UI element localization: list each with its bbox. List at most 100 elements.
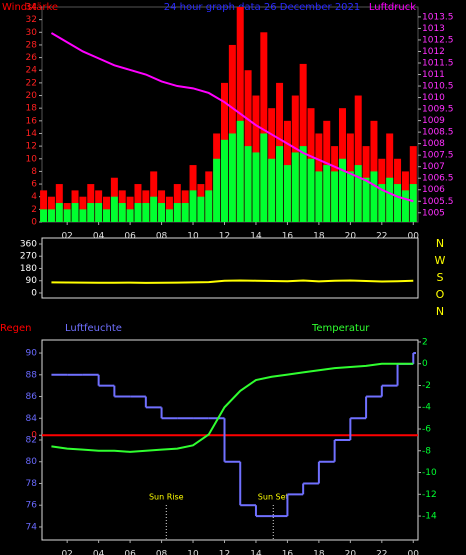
y2-tick-label: -10 bbox=[422, 468, 437, 478]
x-tick-label: 12 bbox=[219, 232, 230, 242]
y-tick-label: 16 bbox=[26, 116, 38, 126]
y2-tick-label: 0 bbox=[422, 359, 428, 369]
series-name: Windstärke bbox=[2, 2, 58, 13]
compass-label: N bbox=[436, 237, 444, 250]
series-line bbox=[51, 362, 414, 453]
y2-tick-label: 1009.5 bbox=[422, 105, 454, 115]
chart-title: 24 hour graph data 26 December 2021 bbox=[164, 2, 361, 13]
y2-tick-label: -14 bbox=[422, 512, 437, 522]
wind-bar bbox=[283, 165, 291, 222]
wind-bar bbox=[55, 203, 63, 222]
y-tick-label: 20 bbox=[26, 91, 38, 101]
y-tick-label: 78 bbox=[26, 479, 38, 489]
wind-bar bbox=[394, 184, 402, 222]
wind-bar bbox=[150, 196, 158, 222]
x-tick-label: 22 bbox=[376, 550, 387, 555]
y-tick-label: 12 bbox=[26, 142, 37, 152]
series-name: Regen bbox=[0, 323, 32, 334]
series-line bbox=[50, 32, 414, 203]
y2-tick-label: -2 bbox=[422, 381, 431, 391]
x-tick-label: 16 bbox=[282, 232, 294, 242]
series-name: Luftfeuchte bbox=[65, 323, 122, 334]
y-tick-label: 32 bbox=[26, 15, 37, 25]
wind-bar bbox=[103, 209, 111, 222]
y2-tick-label: 1005 bbox=[422, 208, 445, 218]
x-tick-label: 14 bbox=[250, 232, 262, 242]
y-tick-label: 26 bbox=[26, 53, 38, 63]
wind-bar bbox=[71, 203, 79, 222]
series-name: Luftdruck bbox=[369, 2, 416, 13]
compass-label: N bbox=[436, 305, 444, 318]
y-tick-label: 86 bbox=[26, 392, 38, 402]
wind-bar bbox=[213, 158, 221, 222]
x-tick-label: 08 bbox=[156, 232, 168, 242]
y-tick-label: 82 bbox=[26, 436, 37, 446]
x-tick-label: 04 bbox=[93, 232, 105, 242]
compass-label: O bbox=[436, 288, 445, 301]
y2-tick-label: -4 bbox=[422, 403, 431, 413]
y2-tick-label: 1008.5 bbox=[422, 128, 454, 138]
x-tick-label: 12 bbox=[219, 550, 230, 555]
annotation: Sun Rise bbox=[149, 493, 184, 502]
y2-tick-label: 1010.5 bbox=[422, 82, 454, 92]
wind-bar bbox=[228, 133, 236, 222]
x-tick-label: 22 bbox=[376, 232, 387, 242]
wind-bar bbox=[95, 203, 103, 222]
wind-bar bbox=[260, 133, 268, 222]
compass-label: S bbox=[437, 271, 444, 284]
y-tick-label: 76 bbox=[26, 501, 38, 511]
wind-bar bbox=[150, 171, 158, 222]
y2-tick-label: 1006.5 bbox=[422, 174, 454, 184]
wind-bar bbox=[252, 152, 260, 222]
wind-bar bbox=[276, 146, 284, 222]
x-tick-label: 06 bbox=[124, 550, 136, 555]
y-tick-label: 6 bbox=[31, 180, 37, 190]
y-tick-label: 4 bbox=[31, 192, 37, 202]
x-tick-label: 18 bbox=[313, 232, 325, 242]
y2-tick-label: -6 bbox=[422, 425, 431, 435]
wind-bar bbox=[354, 165, 362, 222]
wind-bar bbox=[338, 158, 346, 222]
wind-bar bbox=[181, 203, 189, 222]
y-tick-label: 2 bbox=[31, 205, 37, 215]
wind-bar bbox=[386, 177, 394, 222]
wind-bar bbox=[268, 158, 276, 222]
wind-bar bbox=[40, 190, 48, 222]
y-tick-label: 28 bbox=[26, 40, 38, 50]
x-tick-label: 14 bbox=[250, 550, 262, 555]
y-tick-label: 14 bbox=[26, 129, 38, 139]
wind-bar bbox=[142, 203, 150, 222]
y-tick-label: 0 bbox=[31, 288, 37, 298]
annotation: Sun Set bbox=[258, 493, 289, 502]
x-tick-label: 02 bbox=[61, 550, 72, 555]
wind-bar bbox=[370, 171, 378, 222]
y2-tick-label: 1007 bbox=[422, 162, 445, 172]
y2-tick-label: -12 bbox=[422, 490, 437, 500]
y-tick-label: 34 bbox=[26, 3, 38, 13]
wind-bar bbox=[197, 196, 205, 222]
wind-bar bbox=[165, 209, 173, 222]
y2-tick-label: 1011 bbox=[422, 70, 445, 80]
wind-bar bbox=[158, 203, 166, 222]
series-line bbox=[51, 279, 414, 284]
wind-bar bbox=[260, 32, 268, 223]
x-tick-label: 16 bbox=[282, 550, 294, 555]
wind-bar bbox=[307, 158, 315, 222]
wind-bar bbox=[346, 171, 354, 222]
y-tick-label: 30 bbox=[26, 28, 38, 38]
wind-bar bbox=[110, 196, 118, 222]
y-tick-label: 22 bbox=[26, 78, 37, 88]
y-tick-label: 270 bbox=[20, 252, 37, 262]
compass-label: W bbox=[435, 254, 446, 267]
wind-bar bbox=[299, 146, 307, 222]
wind-bar bbox=[315, 171, 323, 222]
y-tick-label: 8 bbox=[31, 167, 37, 177]
x-tick-label: 20 bbox=[345, 550, 357, 555]
y2-tick-label: 1005.5 bbox=[422, 197, 454, 207]
y-tick-label: 90 bbox=[26, 276, 38, 286]
wind-bar bbox=[323, 165, 331, 222]
y-tick-label: 24 bbox=[26, 66, 38, 76]
y3-tick-label: 0 bbox=[31, 431, 37, 441]
y-tick-label: 360 bbox=[20, 239, 37, 249]
